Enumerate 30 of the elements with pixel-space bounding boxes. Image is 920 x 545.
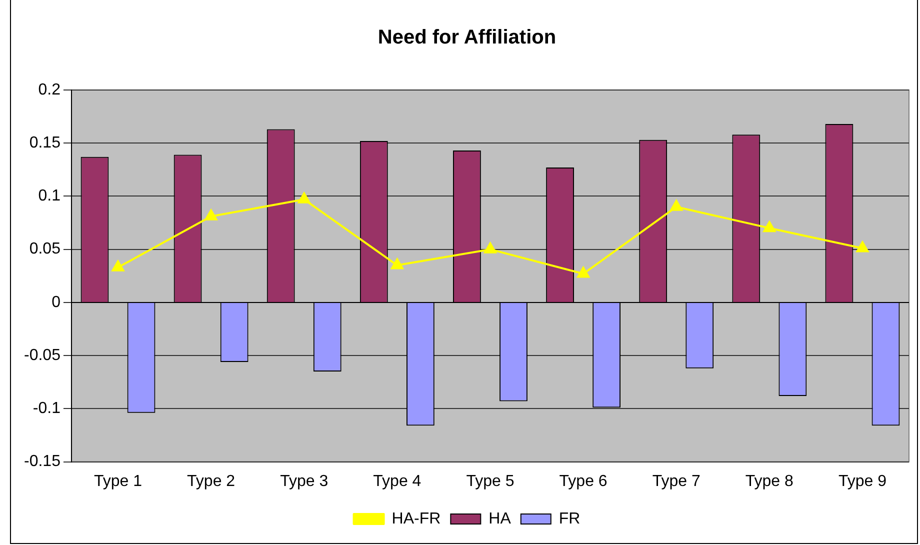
point (763, 221, 776, 232)
point (670, 200, 683, 211)
x-tick-label: Type 4 (373, 472, 422, 490)
point (112, 260, 124, 272)
point (390, 258, 404, 270)
legend-label: FR (558, 510, 580, 528)
y-tick-label: -0.15 (24, 453, 61, 470)
y-tick-label: 0.05 (29, 240, 61, 258)
y-tick-label: 0.15 (29, 134, 61, 152)
y-tick-label: 0 (52, 294, 61, 311)
x-tick-label: Type 8 (745, 472, 794, 490)
x-tick-label: Type 6 (559, 472, 608, 490)
y-tick-label: 0.1 (38, 188, 61, 205)
point (298, 192, 310, 204)
x-tick-label: Type 3 (280, 472, 328, 490)
x-tick-label: Type 2 (187, 472, 236, 490)
y-tick-label: -0.1 (32, 400, 61, 418)
x-tick-label: Type 1 (94, 472, 142, 490)
legend-label: HA (488, 510, 512, 528)
y-tick-label: -0.05 (24, 346, 61, 364)
point (577, 266, 590, 278)
point (204, 209, 218, 220)
legend-label: HA-FR (392, 510, 441, 528)
x-tick-label: Type 5 (466, 472, 514, 490)
point (484, 242, 496, 254)
x-tick-label: Type 9 (838, 472, 887, 490)
chart-title: Need for Affiliation (378, 26, 556, 49)
x-tick-label: Type 7 (652, 472, 700, 490)
point (856, 241, 869, 252)
y-tick-label: 0.2 (38, 81, 61, 98)
